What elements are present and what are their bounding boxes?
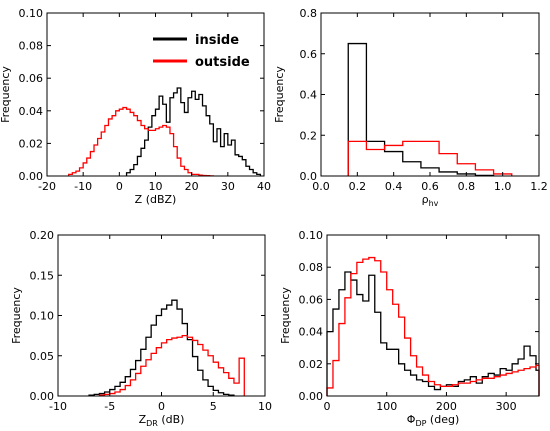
x-tick-label: 0: [324, 400, 331, 413]
x-tick-label: 1.0: [494, 180, 512, 193]
y-tick-label: 0.10: [299, 229, 324, 242]
x-tick-label: 20: [185, 180, 199, 193]
x-tick-label: 30: [221, 180, 235, 193]
x-axis-label-unit: (dB): [158, 413, 185, 426]
y-tick-label: 0.04: [299, 326, 324, 339]
legend: inside outside: [153, 33, 250, 70]
x-tick-label: -5: [104, 400, 115, 413]
y-tick-label: 0.0: [300, 170, 318, 183]
y-axis-label: Frequency: [10, 287, 23, 344]
x-tick-label: -10: [74, 180, 92, 193]
x-axis-label-subscript: hv: [429, 199, 439, 208]
x-tick-label: 5: [210, 400, 217, 413]
series-outside-line: [98, 334, 245, 396]
plot-frame: [320, 12, 540, 177]
series-outside-line: [326, 256, 540, 396]
y-tick-label: 0.2: [300, 129, 318, 142]
panel-phidp-histogram: 0 100 200 300 0.00 0.02 0.04 0.06 0.08 0.10 Freque…: [279, 229, 540, 428]
panel-zdr-histogram: -10 -5 0 5 10 0.00 0.05 0.10 0.15 0.20 Frequency ZD…: [10, 229, 272, 428]
y-tick-label: 0.02: [19, 137, 44, 150]
y-tick-label: 0.8: [300, 7, 318, 20]
x-axis-label-subscript: DP: [415, 419, 426, 428]
x-tick-label: 0.4: [385, 180, 403, 193]
y-tick-label: 0.00: [30, 390, 55, 403]
x-axis-label: ZDR (dB): [139, 413, 185, 428]
x-tick-label: 10: [258, 400, 272, 413]
x-axis-label: Z (dBZ): [135, 193, 177, 206]
y-tick-label: 0.10: [30, 310, 55, 323]
series-inside-line: [326, 271, 540, 396]
x-tick-label: 300: [496, 400, 517, 413]
x-tick-label: -20: [38, 180, 56, 193]
plot-frame: [326, 234, 540, 397]
y-axis-label: Frequency: [279, 287, 292, 344]
panel-reflectivity-histogram: -20 -10 0 10 20 30 40 0.00 0.02 0.04 0.06 0.08 0.10 F…: [0, 7, 271, 206]
y-tick-label: 0.02: [299, 358, 324, 371]
legend-label-inside: inside: [195, 33, 239, 48]
y-tick-label: 0.4: [300, 89, 318, 102]
y-tick-label: 0.6: [300, 48, 318, 61]
y-tick-label: 0.15: [30, 269, 55, 282]
x-tick-label: 10: [149, 180, 163, 193]
series-inside-line: [125, 87, 262, 176]
x-tick-label: 1.2: [530, 180, 548, 193]
x-axis-label-main: Φ: [407, 413, 416, 426]
x-axis-label-unit: (deg): [426, 413, 459, 426]
y-tick-label: 0.08: [19, 40, 44, 53]
y-tick-label: 0.00: [19, 170, 44, 183]
x-axis-label-subscript: DR: [146, 419, 158, 428]
y-tick-label: 0.10: [19, 7, 44, 20]
series-outside-line: [68, 106, 215, 177]
y-tick-label: 0.05: [30, 350, 55, 363]
x-tick-label: 100: [376, 400, 397, 413]
x-axis-label: ρhv: [422, 193, 439, 208]
y-tick-label: 0.06: [299, 293, 324, 306]
panel-rhohv-histogram: 0.0 0.2 0.4 0.6 0.8 1.0 1.2 0.0 0.2 0.4 0.6 0.8 Freq…: [273, 7, 548, 208]
legend-label-outside: outside: [195, 55, 250, 70]
x-axis-label-main: Z: [139, 413, 147, 426]
y-tick-label: 0.00: [299, 390, 324, 403]
y-tick-label: 0.08: [299, 261, 324, 274]
x-tick-label: 0.8: [458, 180, 476, 193]
x-tick-label: 0.2: [349, 180, 367, 193]
x-tick-label: -10: [49, 400, 67, 413]
y-axis-label: Frequency: [273, 66, 286, 123]
x-tick-label: 0: [158, 400, 165, 413]
series-inside-line: [347, 42, 495, 177]
x-axis-label-main: ρ: [422, 193, 429, 206]
x-axis-label: ΦDP (deg): [407, 413, 459, 428]
x-tick-label: 0.0: [312, 180, 330, 193]
x-tick-label: 0.6: [421, 180, 439, 193]
series-outside-line: [347, 140, 513, 176]
x-tick-label: 0: [116, 180, 123, 193]
x-tick-label: 40: [257, 180, 271, 193]
y-tick-label: 0.06: [19, 72, 44, 85]
y-tick-label: 0.20: [30, 229, 55, 242]
x-tick-label: 200: [436, 400, 457, 413]
y-axis-label: Frequency: [0, 66, 12, 123]
y-tick-label: 0.04: [19, 105, 44, 118]
series-inside-line: [88, 299, 235, 396]
